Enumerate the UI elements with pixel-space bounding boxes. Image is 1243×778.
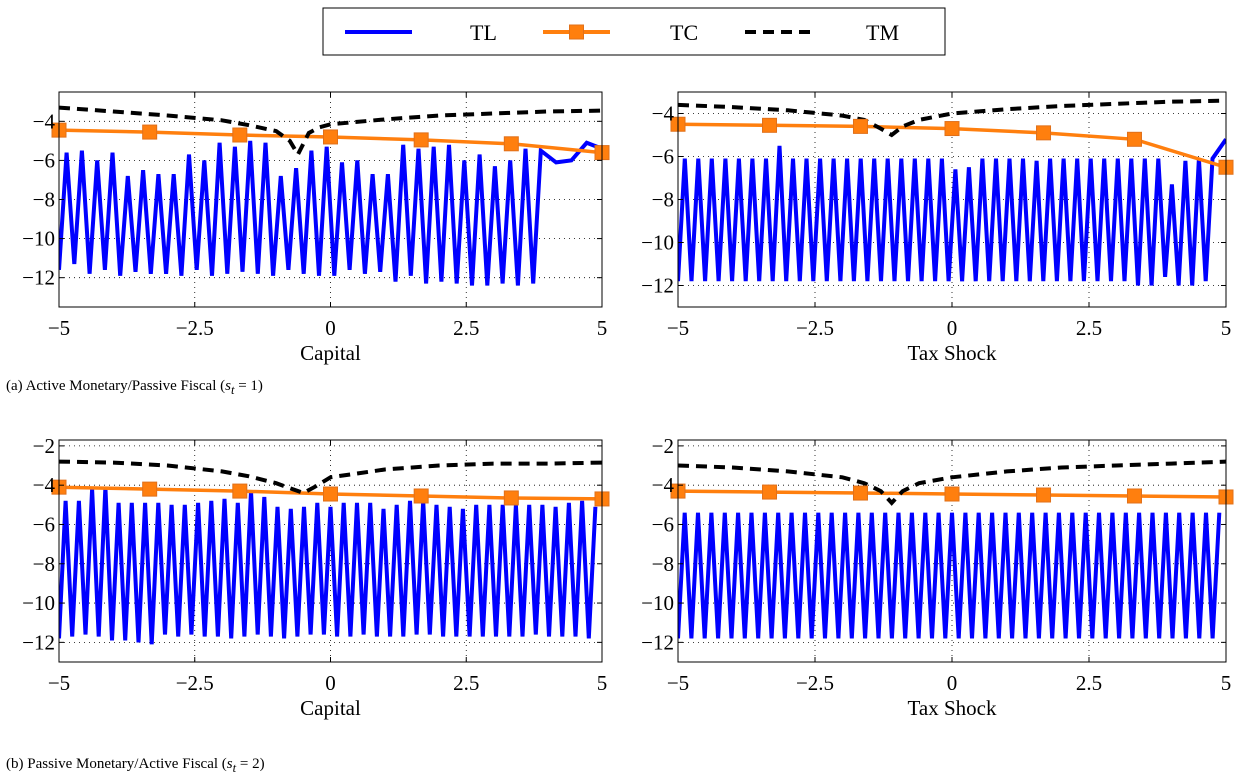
caption-b-sub: t bbox=[232, 761, 237, 775]
series-tm-line bbox=[59, 459, 602, 496]
tc-marker bbox=[762, 484, 778, 500]
caption-a-var: s bbox=[225, 378, 231, 394]
panel-a-right: −5 −2.5 0 2.5 5 −12 −10 −8 −6 −4 Tax Shock bbox=[641, 91, 1234, 365]
y-tick-label: −8 bbox=[652, 552, 674, 576]
y-tick-label: −12 bbox=[22, 266, 55, 290]
series-tl-line bbox=[59, 487, 598, 645]
tc-marker bbox=[413, 132, 429, 148]
tc-marker bbox=[323, 486, 338, 502]
tc-marker bbox=[323, 129, 338, 145]
tc-marker bbox=[1036, 125, 1052, 141]
tc-marker bbox=[852, 118, 868, 134]
x-tick-label: −2.5 bbox=[176, 671, 214, 695]
caption-a-text: (a) Active Monetary/Passive Fiscal ( bbox=[6, 378, 226, 394]
x-tick-label: −2.5 bbox=[176, 316, 214, 340]
y-tick-label: −4 bbox=[652, 102, 675, 126]
y-tick-label: −6 bbox=[652, 512, 674, 536]
x-axis-label: Tax Shock bbox=[908, 696, 997, 720]
y-tick-label: −4 bbox=[33, 473, 56, 497]
legend-label-tm: TM bbox=[866, 20, 899, 45]
x-axis-label: Capital bbox=[300, 341, 361, 365]
caption-b: (b) Passive Monetary/Active Fiscal (st =… bbox=[6, 756, 265, 776]
caption-a-sub: t bbox=[230, 383, 235, 397]
x-axis-label: Tax Shock bbox=[908, 341, 997, 365]
x-tick-label: −5 bbox=[667, 316, 689, 340]
series-tl-line bbox=[678, 512, 1222, 639]
tc-marker bbox=[762, 117, 778, 133]
x-tick-label: 0 bbox=[947, 316, 958, 340]
legend-label-tl: TL bbox=[470, 20, 497, 45]
tc-marker bbox=[503, 136, 519, 152]
tc-marker bbox=[1126, 488, 1142, 504]
y-tick-label: −6 bbox=[33, 512, 55, 536]
y-tick-label: −8 bbox=[33, 552, 55, 576]
y-tick-label: −2 bbox=[33, 434, 55, 458]
y-tick-label: −10 bbox=[22, 227, 55, 251]
y-tick-label: −4 bbox=[652, 473, 675, 497]
y-tick-label: −6 bbox=[652, 145, 674, 169]
tc-marker bbox=[944, 486, 960, 502]
x-tick-label: −5 bbox=[48, 316, 70, 340]
x-tick-label: −2.5 bbox=[796, 671, 834, 695]
panels: −5 −2.5 0 2.5 5 −12 −10 −8 −6 −4 Capital −5 −2.5 0 2.5… bbox=[22, 91, 1234, 720]
series-tl-line bbox=[678, 138, 1226, 286]
x-tick-label: 5 bbox=[597, 671, 608, 695]
x-tick-label: 2.5 bbox=[453, 671, 479, 695]
x-tick-label: 0 bbox=[947, 671, 958, 695]
caption-b-text: (b) Passive Monetary/Active Fiscal ( bbox=[6, 756, 227, 772]
tc-marker bbox=[944, 121, 960, 137]
series-tm-line bbox=[59, 105, 602, 159]
tc-marker bbox=[232, 483, 248, 499]
panel-b-left: −5 −2.5 0 2.5 5 −12 −10 −8 −6 −4 −2 Capital bbox=[22, 434, 610, 720]
x-tick-label: 2.5 bbox=[453, 316, 479, 340]
tc-marker bbox=[142, 124, 158, 140]
y-tick-label: −12 bbox=[641, 274, 674, 298]
panel-a-left: −5 −2.5 0 2.5 5 −12 −10 −8 −6 −4 Capital bbox=[22, 91, 610, 365]
legend: TL TC TM bbox=[322, 7, 946, 56]
y-tick-label: −12 bbox=[22, 630, 55, 654]
x-axis-label: Capital bbox=[300, 696, 361, 720]
series-tm-line bbox=[678, 98, 1226, 138]
y-tick-label: −10 bbox=[641, 591, 674, 615]
x-tick-label: 2.5 bbox=[1076, 671, 1102, 695]
legend-marker-tc bbox=[569, 24, 584, 40]
caption-b-var: s bbox=[226, 756, 233, 772]
x-tick-label: 0 bbox=[325, 316, 336, 340]
y-tick-label: −12 bbox=[641, 630, 674, 654]
caption-a-tail: = 1) bbox=[234, 378, 263, 394]
x-tick-label: −5 bbox=[48, 671, 70, 695]
caption-a: (a) Active Monetary/Passive Fiscal (st =… bbox=[6, 378, 263, 398]
caption-b-tail: = 2) bbox=[236, 756, 265, 772]
x-tick-label: 5 bbox=[1221, 316, 1232, 340]
y-tick-label: −10 bbox=[22, 591, 55, 615]
tc-marker bbox=[142, 481, 158, 497]
y-tick-label: −8 bbox=[652, 188, 674, 212]
x-tick-label: 5 bbox=[597, 316, 608, 340]
legend-box bbox=[322, 7, 946, 56]
y-tick-label: −2 bbox=[652, 434, 674, 458]
y-tick-label: −6 bbox=[33, 148, 55, 172]
x-tick-label: 0 bbox=[325, 671, 336, 695]
tc-marker bbox=[232, 127, 248, 143]
y-tick-label: −10 bbox=[641, 231, 674, 255]
tc-marker bbox=[1126, 131, 1142, 147]
tc-marker bbox=[852, 485, 868, 501]
tc-marker bbox=[413, 488, 429, 504]
y-tick-label: −4 bbox=[33, 109, 56, 133]
x-tick-label: 2.5 bbox=[1076, 316, 1102, 340]
series-tl-line bbox=[59, 140, 602, 286]
y-tick-label: −8 bbox=[33, 188, 55, 212]
tc-marker bbox=[503, 490, 519, 506]
panel-b-right: −5 −2.5 0 2.5 5 −12 −10 −8 −6 −4 −2 Tax Shock bbox=[641, 434, 1234, 720]
legend-label-tc: TC bbox=[670, 20, 698, 45]
x-tick-label: 5 bbox=[1221, 671, 1232, 695]
x-tick-label: −2.5 bbox=[796, 316, 834, 340]
tc-marker bbox=[1036, 487, 1052, 503]
x-tick-label: −5 bbox=[667, 671, 689, 695]
series-tm-line bbox=[678, 459, 1226, 506]
